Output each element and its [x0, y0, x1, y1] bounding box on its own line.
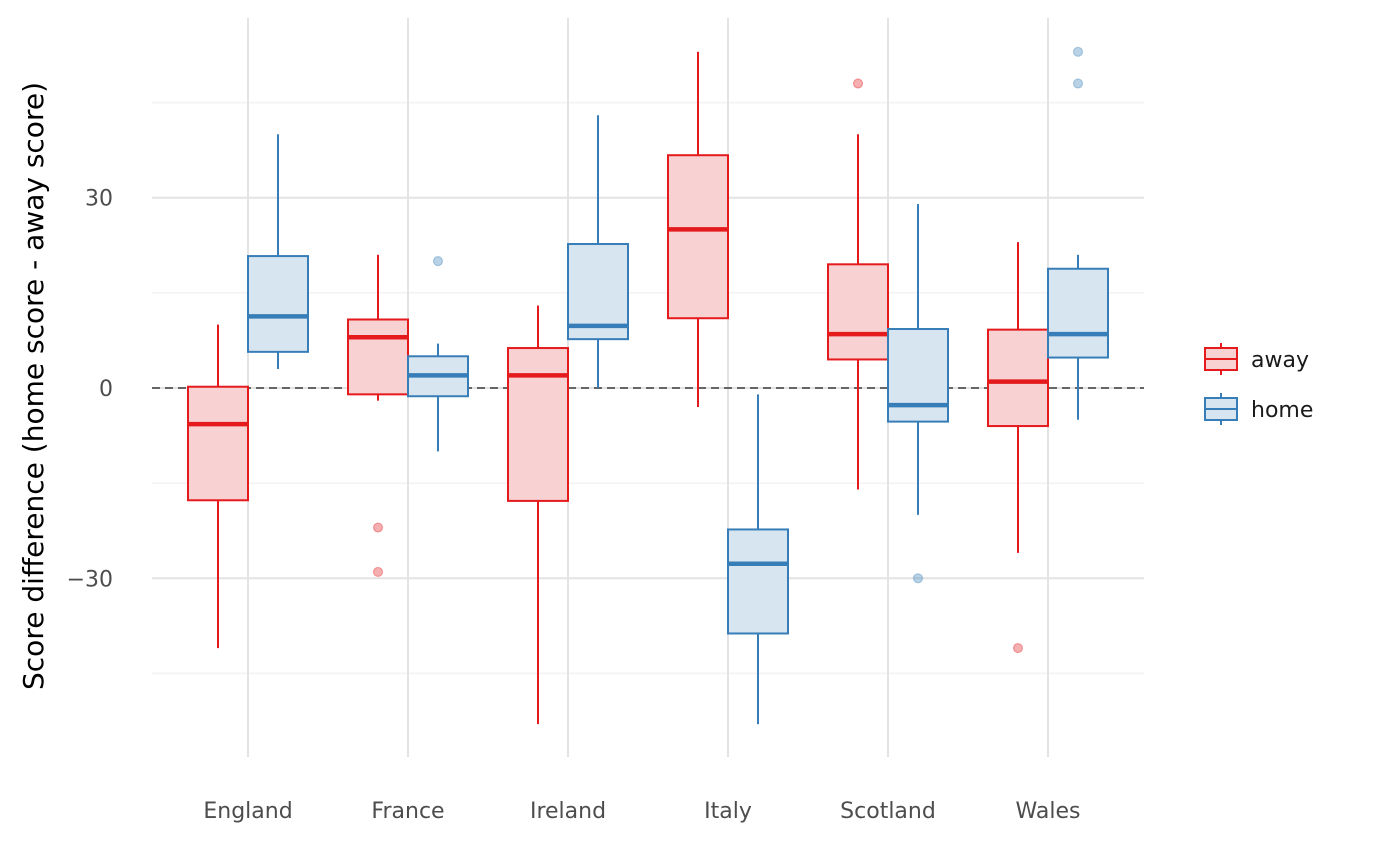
box-away-france	[347, 254, 409, 578]
x-tick-labels: England France Ireland Italy Scotland Wales	[203, 799, 1080, 824]
outlier-point	[1012, 642, 1024, 654]
y-tick-label: 30	[85, 187, 113, 212]
box-away-scotland	[827, 78, 889, 490]
box-away-ireland	[507, 305, 569, 725]
outlier-point	[432, 256, 444, 267]
box-body	[347, 318, 409, 396]
boxes-group	[187, 46, 1109, 725]
box-body	[247, 255, 309, 353]
outlier-point	[372, 566, 384, 578]
box-body	[727, 528, 789, 635]
box-home-italy	[727, 394, 789, 725]
outlier-point	[912, 573, 924, 584]
box-away-italy	[667, 51, 729, 408]
y-tick-labels: −30 0 30	[67, 187, 113, 593]
box-body	[667, 154, 729, 320]
outlier-point	[1072, 78, 1084, 89]
box-home-ireland	[567, 115, 629, 388]
box-body	[887, 328, 949, 423]
legend-item-away: away	[1204, 343, 1309, 375]
x-tick-label: Wales	[1016, 799, 1081, 824]
legend-item-home: home	[1204, 393, 1313, 425]
box-body	[827, 263, 889, 361]
box-body	[567, 243, 629, 341]
y-axis-title: Score difference (home score - away scor…	[17, 82, 50, 690]
box-home-england	[247, 134, 309, 369]
box-home-france	[407, 256, 469, 452]
x-tick-label: France	[371, 799, 444, 824]
outlier-point	[1072, 46, 1084, 57]
legend-label: home	[1251, 398, 1313, 423]
box-body	[187, 385, 249, 502]
box-body	[507, 347, 569, 502]
outlier-point	[852, 78, 864, 89]
y-tick-label: 0	[99, 377, 113, 402]
box-away-wales	[987, 242, 1049, 654]
box-home-scotland	[887, 204, 949, 584]
x-tick-label: Italy	[704, 799, 752, 824]
box-body	[987, 328, 1049, 428]
box-away-england	[187, 324, 249, 649]
legend: away home	[1204, 343, 1313, 425]
legend-label: away	[1251, 348, 1309, 373]
outlier-point	[372, 522, 384, 533]
x-tick-label: England	[203, 799, 292, 824]
y-tick-label: −30	[67, 567, 113, 592]
x-tick-label: Scotland	[840, 799, 936, 824]
x-tick-label: Ireland	[530, 799, 606, 824]
box-body	[1047, 267, 1109, 359]
box-home-wales	[1047, 46, 1109, 420]
